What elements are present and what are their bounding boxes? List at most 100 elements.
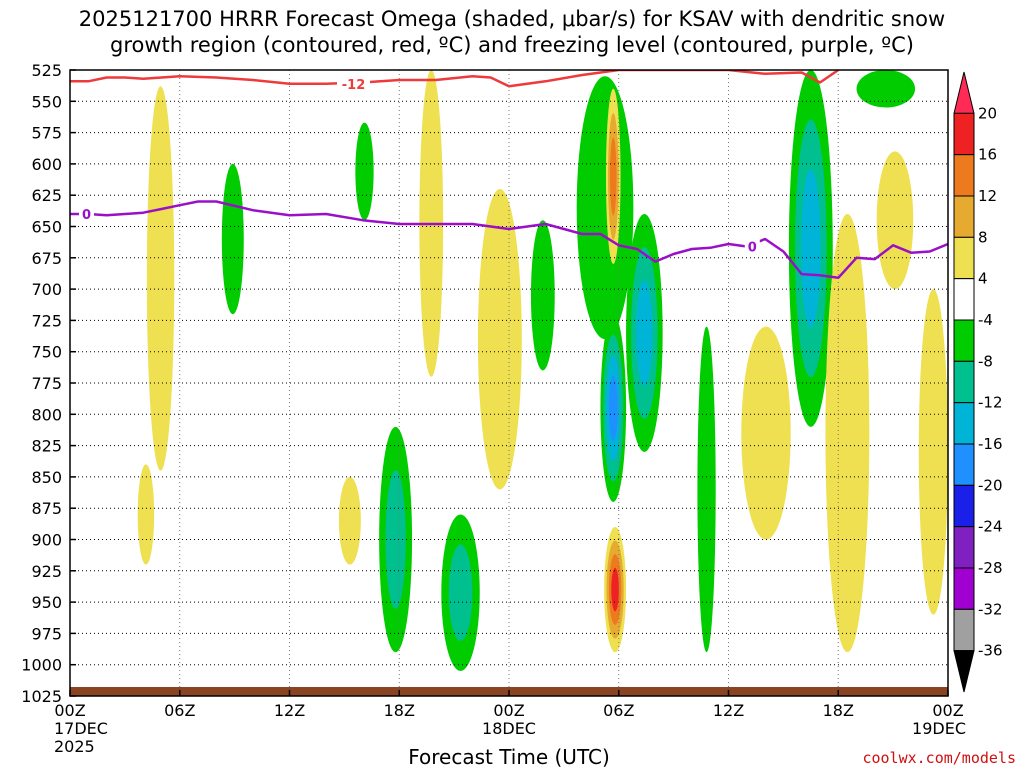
colorbar-bin-11 — [953, 526, 975, 569]
x-tick-label-42: 18Z — [823, 701, 854, 720]
omega-shade-15-1 — [448, 544, 473, 641]
x-tick-date-0: 17DEC — [54, 719, 108, 738]
omega-shade-11-2 — [610, 137, 617, 216]
omega-cell-3 — [355, 122, 374, 221]
colorbar-bottom-arrow — [953, 650, 975, 693]
x-tick-label-48: 00Z — [932, 701, 963, 720]
x-tick-year-0: 2025 — [54, 737, 95, 756]
omega-cell-21 — [856, 70, 916, 108]
colorbar-label-7: -12 — [978, 394, 1003, 412]
omega-cell-20 — [876, 151, 914, 290]
y-tick-label-675: 675 — [31, 249, 62, 268]
x-tick-label-0: 00Z — [54, 701, 85, 720]
omega-shading — [137, 70, 948, 671]
grid-lines — [70, 70, 948, 696]
contour-label-bg-1 — [78, 206, 94, 221]
colorbar-bin-6 — [953, 319, 975, 362]
omega-cell-17 — [741, 326, 791, 540]
omega-shade-12-3 — [611, 567, 619, 612]
omega-shade-17-0 — [741, 326, 791, 540]
omega-shade-21-0 — [856, 70, 916, 108]
colorbar-label-8: -16 — [978, 435, 1003, 453]
omega-cell-13 — [626, 213, 663, 452]
contour-label-dendritic: -12 — [342, 78, 366, 93]
x-tick-label-24: 00Z — [493, 701, 524, 720]
y-tick-label-575: 575 — [31, 124, 62, 143]
y-tick-label-875: 875 — [31, 499, 62, 518]
colorbar-bin-5 — [953, 278, 975, 321]
omega-cell-19 — [825, 213, 870, 653]
y-tick-label-750: 750 — [31, 343, 62, 362]
omega-cell-9 — [576, 76, 634, 340]
omega-shade-13-2 — [636, 280, 653, 386]
omega-cell-7 — [477, 188, 522, 490]
credit-text: coolwx.com/models — [862, 749, 1016, 767]
contour-label-bg-2 — [744, 239, 760, 254]
x-tick-label-12: 12Z — [274, 701, 305, 720]
omega-cell-10 — [600, 314, 627, 502]
omega-shade-1-0 — [137, 464, 155, 565]
colorbar-bin-7 — [953, 360, 975, 404]
omega-shade-22-0 — [918, 289, 948, 615]
omega-cell-8 — [530, 220, 555, 371]
colorbar-bin-8 — [953, 402, 975, 445]
chart-title: 2025121700 HRRR Forecast Omega (shaded, … — [0, 6, 1024, 58]
x-axis-title: Forecast Time (UTC) — [408, 745, 610, 768]
colorbar-label-2: 12 — [978, 187, 997, 205]
y-tick-label-1025: 1025 — [21, 687, 62, 706]
omega-cell-18 — [788, 70, 833, 427]
omega-cell-1 — [137, 464, 155, 565]
y-axis: 525 550 575 600 625 650 675 700 725 750 775 800 825 8… — [21, 61, 76, 706]
colorbar-bin-2 — [953, 154, 975, 197]
colorbar-label-12: -32 — [978, 600, 1003, 618]
colorbar-label-1: 16 — [978, 146, 997, 164]
colorbar-bin-4 — [953, 236, 975, 280]
colorbar-label-10: -24 — [978, 518, 1003, 536]
y-tick-label-550: 550 — [31, 92, 62, 111]
colorbar-label-5: -4 — [978, 311, 993, 329]
colorbar-label-3: 8 — [978, 228, 988, 246]
colorbar: 20 16 12 8 4 -4 -8 -12 -16 -20 -24 -28 -32 -36 — [953, 71, 1003, 693]
y-tick-label-800: 800 — [31, 405, 62, 424]
contour-line-1 — [70, 200, 948, 280]
colorbar-top-arrow — [953, 71, 975, 114]
colorbar-label-9: -20 — [978, 476, 1003, 494]
colorbar-bin-9 — [953, 443, 975, 486]
y-tick-label-525: 525 — [31, 61, 62, 80]
y-tick-label-650: 650 — [31, 218, 62, 237]
contour-line-0 — [70, 70, 840, 88]
omega-cell-22 — [918, 289, 948, 615]
y-tick-label-925: 925 — [31, 562, 62, 581]
title-line-1: 2025121700 HRRR Forecast Omega (shaded, … — [78, 7, 946, 31]
x-tick-label-6: 06Z — [164, 701, 195, 720]
omega-cell-16 — [697, 326, 716, 653]
temperature-contours: -12 0 0 — [70, 70, 948, 280]
omega-shade-16-0 — [697, 326, 716, 653]
colorbar-label-6: -8 — [978, 352, 993, 370]
y-tick-label-975: 975 — [31, 624, 62, 643]
omega-shade-2-0 — [221, 163, 244, 315]
colorbar-bin-10 — [953, 484, 975, 528]
omega-shade-3-0 — [355, 122, 374, 221]
omega-cell-0 — [146, 86, 175, 471]
y-tick-label-775: 775 — [31, 374, 62, 393]
x-tick-label-36: 12Z — [713, 701, 744, 720]
omega-shade-19-0 — [825, 213, 870, 653]
y-tick-label-850: 850 — [31, 468, 62, 487]
y-tick-label-950: 950 — [31, 593, 62, 612]
contour-label-freezing_level_right: 0 — [748, 241, 757, 256]
omega-cell-4 — [338, 476, 361, 565]
omega-cell-11 — [605, 88, 621, 265]
omega-shade-0-0 — [146, 86, 175, 471]
colorbar-label-4: 4 — [978, 270, 988, 288]
omega-shade-18-2 — [801, 169, 821, 328]
x-tick-date-48: 19DEC — [912, 719, 966, 738]
omega-shade-10-3 — [608, 375, 618, 441]
colorbar-label-13: -36 — [978, 642, 1003, 660]
colorbar-label-11: -28 — [978, 559, 1003, 577]
omega-shade-8-0 — [530, 220, 555, 371]
omega-cell-12 — [604, 526, 627, 653]
omega-shade-14-1 — [385, 470, 406, 609]
